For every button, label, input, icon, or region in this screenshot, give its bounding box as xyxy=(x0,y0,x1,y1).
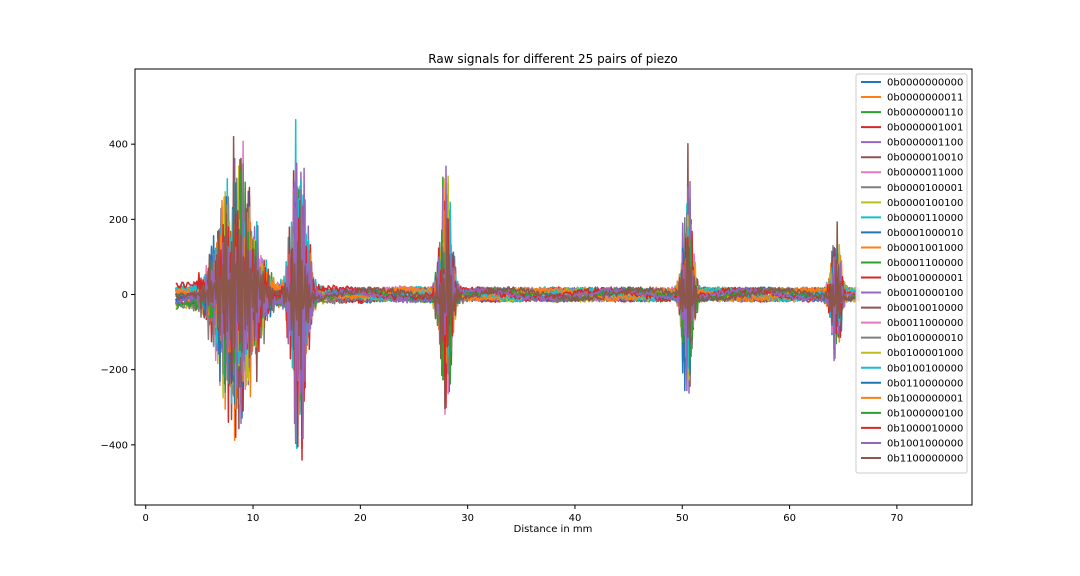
legend-entry: 0b0000000011 xyxy=(887,93,963,104)
series-line-0b1000010000 xyxy=(175,177,860,448)
legend-entry: 0b0000110000 xyxy=(887,213,963,224)
series-line-0b1100000000 xyxy=(175,182,861,371)
y-tick-label: 0 xyxy=(122,290,128,301)
legend-entry: 0b0000000110 xyxy=(887,108,963,119)
x-tick-label: 50 xyxy=(676,513,689,524)
legend-entry: 0b1000000100 xyxy=(887,408,963,419)
y-tick-label: −200 xyxy=(101,365,128,376)
legend-entry: 0b0010010000 xyxy=(887,303,963,314)
series-line-0b0000001001 xyxy=(175,170,861,461)
x-tick-label: 70 xyxy=(891,513,904,524)
plot-frame xyxy=(134,68,973,506)
legend-entry: 0b1000010000 xyxy=(887,423,963,434)
legend-entry: 0b0011000000 xyxy=(887,318,963,329)
legend-entry: 0b0110000000 xyxy=(887,378,963,389)
series-line-0b1001000000 xyxy=(175,162,861,443)
x-tick-label: 20 xyxy=(354,513,367,524)
legend-entry: 0b1100000000 xyxy=(887,454,963,465)
legend-entry: 0b1000000001 xyxy=(887,393,963,404)
legend-box xyxy=(855,73,968,474)
x-tick-label: 30 xyxy=(461,513,474,524)
series-line-0b0001100000 xyxy=(175,158,860,379)
y-tick-label: 200 xyxy=(109,215,128,226)
legend-entry: 0b1001000000 xyxy=(887,438,963,449)
series-line-0b0010000001 xyxy=(175,195,860,450)
x-tick-label: 0 xyxy=(143,513,149,524)
series-line-0b0100001000 xyxy=(175,175,860,387)
chart-title: Raw signals for different 25 pairs of pi… xyxy=(428,52,677,66)
legend-entry: 0b0000011000 xyxy=(887,168,963,179)
legend-entry: 0b0000001100 xyxy=(887,138,963,149)
x-tick-label: 10 xyxy=(247,513,260,524)
legend-entry: 0b0000100100 xyxy=(887,198,963,209)
legend-entry: 0b0100100000 xyxy=(887,363,963,374)
legend-entry: 0b0100000010 xyxy=(887,333,963,344)
legend-entry: 0b0000010010 xyxy=(887,153,963,164)
legend-entry: 0b0001100000 xyxy=(887,258,963,269)
y-tick-label: −400 xyxy=(101,440,128,451)
series-line-0b0010010000 xyxy=(175,135,860,410)
legend-entry: 0b0100001000 xyxy=(887,348,963,359)
legend: 0b0000000000 0b0000000011 0b0000000110 0b00… xyxy=(855,73,968,474)
series-line-0b0100000010 xyxy=(175,177,861,384)
legend-entry: 0b0010000001 xyxy=(887,273,963,284)
x-tick-label: 40 xyxy=(569,513,582,524)
x-axis-label: Distance in mm xyxy=(514,524,593,535)
legend-entry: 0b0000001001 xyxy=(887,123,963,134)
y-tick-label: 400 xyxy=(109,140,128,151)
series-line-0b0001001000 xyxy=(175,178,861,441)
series-line-0b0000011000 xyxy=(175,140,860,415)
legend-entry: 0b0001000010 xyxy=(887,228,963,239)
x-tick-label: 60 xyxy=(783,513,796,524)
legend-entry: 0b0000000000 xyxy=(887,78,963,89)
legend-entry: 0b0010000100 xyxy=(887,288,963,299)
legend-entry: 0b0000100001 xyxy=(887,183,963,194)
legend-entry: 0b0001001000 xyxy=(887,243,963,254)
series-line-0b0000000110 xyxy=(175,176,860,369)
